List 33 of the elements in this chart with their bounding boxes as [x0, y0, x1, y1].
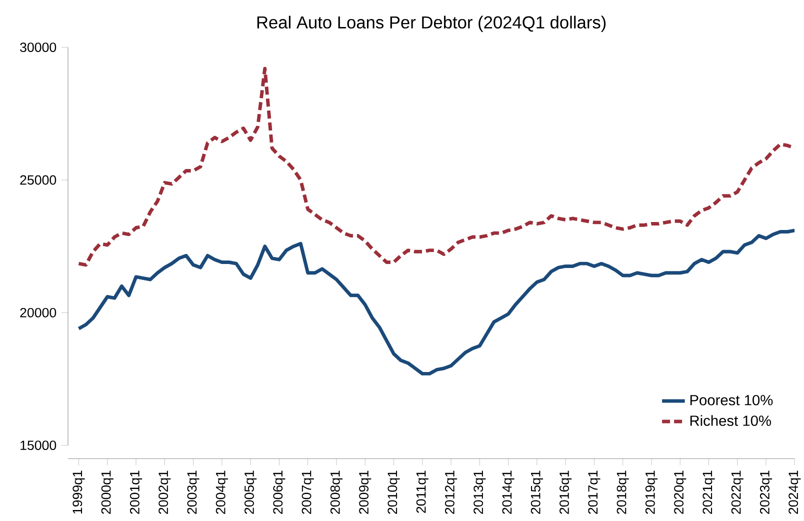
x-tick-label: 2011q1	[416, 470, 428, 513]
x-tick-label: 2008q1	[330, 470, 343, 514]
x-tick-label: 2020q1	[674, 470, 686, 514]
x-tick-label: 2003q1	[187, 470, 200, 514]
x-tick-label: 2023q1	[760, 470, 772, 514]
x-tick-label: 2018q1	[616, 470, 629, 514]
chart-title: Real Auto Loans Per Debtor (2024Q1 dollars)	[257, 16, 606, 32]
x-tick-label: 2006q1	[273, 470, 286, 514]
x-tick-label: 2009q1	[359, 470, 372, 514]
x-tick-label: 2014q1	[502, 470, 514, 514]
x-tick-label: 2007q1	[302, 470, 314, 514]
x-tick-label: 2017q1	[588, 470, 600, 514]
x-tick-label: 2016q1	[560, 470, 572, 514]
x-tick-label: 2022q1	[731, 470, 744, 514]
x-tick-label: 2015q1	[530, 470, 543, 514]
x-tick-label: 2000q1	[101, 470, 114, 514]
legend-label: Poorest 10%	[690, 394, 773, 406]
x-tick-label: 1999q1	[72, 470, 85, 514]
x-tick-label: 2002q1	[158, 470, 171, 514]
x-tick-label: 2004q1	[216, 470, 228, 514]
y-tick-label: 20000	[20, 308, 56, 318]
x-tick-label: 2019q1	[645, 470, 658, 514]
x-tick-label: 2021q1	[702, 470, 715, 514]
x-tick-label: 2012q1	[444, 470, 458, 514]
legend-label: Richest 10%	[690, 415, 771, 426]
x-tick-label: 2001q1	[130, 470, 142, 514]
x-tick-label: 2005q1	[244, 470, 257, 514]
x-tick-label: 2024q1	[788, 470, 801, 514]
y-tick-label: 30000	[20, 42, 56, 52]
x-tick-label: 2010q1	[388, 470, 400, 514]
x-tick-label: 2013q1	[474, 470, 486, 514]
y-tick-label: 15000	[20, 440, 56, 450]
y-tick-label: 25000	[20, 175, 56, 185]
